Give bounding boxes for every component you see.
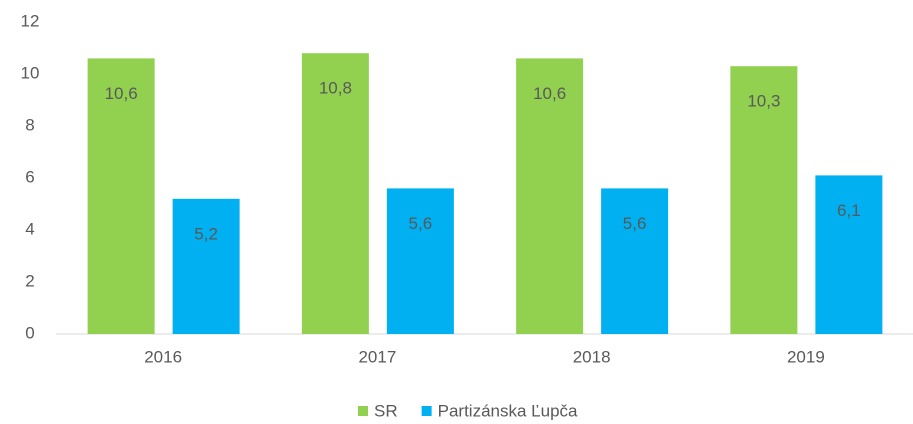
x-tick-label: 2017: [358, 347, 396, 366]
value-label: 5,6: [623, 214, 647, 233]
value-label: 6,1: [837, 201, 861, 220]
bar: [301, 53, 369, 334]
value-label: 10,8: [319, 79, 352, 98]
legend-swatch: [358, 406, 368, 416]
x-tick-label: 2018: [573, 347, 611, 366]
legend-swatch: [421, 406, 432, 416]
value-label: 5,6: [409, 214, 433, 233]
legend-label: Partizánska Ľupča: [438, 401, 578, 420]
value-label: 5,2: [194, 224, 218, 243]
bar: [815, 175, 883, 334]
y-tick-label: 10: [21, 63, 40, 82]
bar: [172, 198, 240, 334]
value-label: 10,6: [533, 84, 566, 103]
x-tick-label: 2019: [787, 347, 825, 366]
value-label: 10,3: [747, 92, 780, 111]
bar: [516, 58, 584, 335]
bar: [601, 188, 669, 334]
y-tick-label: 8: [25, 115, 34, 134]
y-tick-label: 2: [25, 271, 34, 290]
y-tick-label: 6: [25, 167, 34, 186]
bar: [730, 66, 798, 334]
bar: [386, 188, 454, 334]
bar: [87, 58, 155, 335]
x-tick-label: 2016: [144, 347, 182, 366]
y-tick-label: 4: [25, 219, 34, 238]
legend-label: SR: [374, 401, 398, 420]
y-tick-label: 0: [25, 323, 34, 342]
value-label: 10,6: [105, 84, 138, 103]
y-tick-label: 12: [21, 11, 40, 30]
